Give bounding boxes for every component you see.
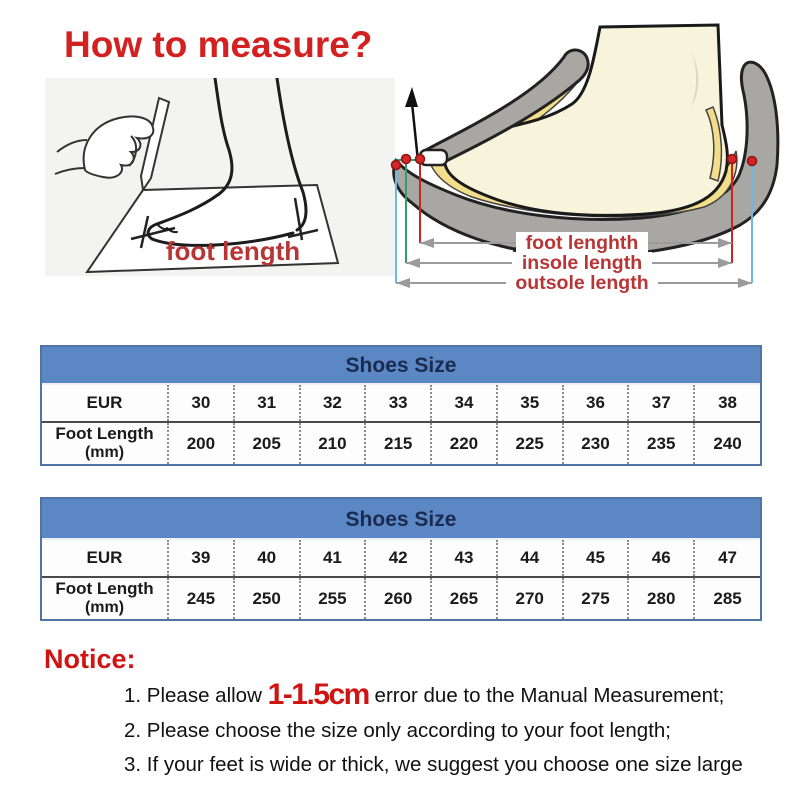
row-label-line2: (mm) — [84, 599, 125, 617]
size-cell: 250 — [232, 576, 300, 619]
size-cell: 43 — [430, 540, 497, 577]
size-cell: 225 — [495, 421, 563, 464]
size-cell: 270 — [495, 576, 563, 619]
foot-length-row: Foot Length (mm) 245 250 255 260 265 270 275 28… — [42, 576, 760, 619]
size-cell: 235 — [627, 421, 695, 464]
row-label-foot-length: Foot Length (mm) — [42, 421, 168, 464]
size-cell: 39 — [167, 540, 234, 577]
notice-item-1-prefix: 1. Please allow — [124, 684, 268, 707]
size-cell: 280 — [627, 576, 695, 619]
guide-lines — [395, 159, 753, 283]
measure-point-dots — [390, 153, 758, 171]
foot-and-leg — [443, 23, 729, 217]
toe-up-arrow — [405, 87, 420, 162]
notice-item-1-suffix: error due to the Manual Measurement; — [368, 684, 725, 707]
size-table-eur-39-47: Shoes Size EUR 39 40 41 42 43 44 45 46 47 Foot L… — [40, 497, 762, 621]
notice-list: 1. Please allow 1-1.5cm error due to the… — [124, 680, 764, 785]
foot-outline — [146, 78, 308, 247]
notice-item-3: 3. If your feet is wide or thick, we sug… — [124, 753, 743, 776]
insole-heel — [704, 106, 723, 182]
row-label-line1: Foot Length — [55, 579, 154, 599]
size-cell: 35 — [495, 385, 563, 422]
size-cell: 47 — [693, 540, 760, 577]
insole-length-arrow-label: insole length — [522, 252, 642, 274]
size-cell: 32 — [298, 385, 366, 422]
eur-size-row: EUR 39 40 41 42 43 44 45 46 47 — [42, 540, 760, 577]
size-table-title: Shoes Size — [42, 347, 760, 385]
size-cell: 285 — [693, 576, 760, 619]
size-cell: 220 — [430, 421, 497, 464]
size-table-title: Shoes Size — [42, 499, 760, 540]
size-cell: 36 — [561, 385, 629, 422]
size-cell: 31 — [232, 385, 300, 422]
size-cell: 30 — [167, 385, 234, 422]
foot-tracing-illustration: foot length — [45, 78, 395, 276]
row-label-line1: Foot Length — [55, 424, 154, 444]
size-cell: 46 — [627, 540, 695, 577]
foot-length-arrow-label: foot lenghth — [526, 232, 639, 254]
size-cell: 275 — [561, 576, 629, 619]
size-cell: 240 — [693, 421, 760, 464]
size-cell: 41 — [298, 540, 366, 577]
shoe-cross-section-illustration: foot lenghth insole length outsole lengt… — [390, 23, 780, 294]
size-cell: 215 — [364, 421, 432, 464]
size-cell: 42 — [364, 540, 432, 577]
size-cell: 33 — [364, 385, 432, 422]
measurement-labels: foot lenghth insole length outsole lengt… — [506, 232, 658, 294]
size-cell: 45 — [561, 540, 629, 577]
row-label-foot-length: Foot Length (mm) — [42, 576, 168, 619]
page-title: How to measure? — [64, 24, 373, 65]
foot-length-label: foot length — [166, 236, 300, 266]
size-cell: 205 — [232, 421, 300, 464]
hand-with-pen — [54, 96, 171, 193]
foot-length-row: Foot Length (mm) 200 205 210 215 220 225 230 23… — [42, 421, 760, 464]
pen — [139, 96, 171, 193]
size-cell: 38 — [693, 385, 760, 422]
size-cell: 200 — [167, 421, 234, 464]
row-label-eur: EUR — [42, 540, 168, 577]
size-cell: 37 — [627, 385, 695, 422]
row-label-line2: (mm) — [84, 444, 125, 462]
size-table-grid: EUR 39 40 41 42 43 44 45 46 47 Foot Length (mm) … — [42, 540, 760, 619]
leg-shading — [690, 49, 699, 107]
size-cell: 260 — [364, 576, 432, 619]
notice-item-2: 2. Please choose the size only according… — [124, 719, 672, 742]
notice-item-1-highlight: 1-1.5cm — [267, 678, 371, 711]
size-cell: 210 — [298, 421, 366, 464]
size-table-grid: EUR 30 31 32 33 34 35 36 37 38 Foot Length (mm) … — [42, 385, 760, 464]
arrowheads — [396, 238, 752, 288]
hand — [82, 115, 155, 179]
paper-sheet — [85, 183, 340, 274]
size-cell: 245 — [167, 576, 234, 619]
outsole-length-arrow-label: outsole length — [515, 272, 648, 294]
row-label-eur: EUR — [42, 385, 168, 422]
size-cell: 34 — [430, 385, 497, 422]
notice-item-1: 1. Please allow 1-1.5cm error due to the… — [124, 680, 764, 710]
size-cell: 40 — [232, 540, 300, 577]
size-cell: 44 — [495, 540, 563, 577]
size-cell: 265 — [430, 576, 497, 619]
size-table-eur-30-38: Shoes Size EUR 30 31 32 33 34 35 36 37 38 Foot L… — [40, 345, 762, 466]
size-cell: 255 — [298, 576, 366, 619]
eur-size-row: EUR 30 31 32 33 34 35 36 37 38 — [42, 385, 760, 422]
notice-title: Notice: — [44, 644, 136, 674]
size-cell: 230 — [561, 421, 629, 464]
